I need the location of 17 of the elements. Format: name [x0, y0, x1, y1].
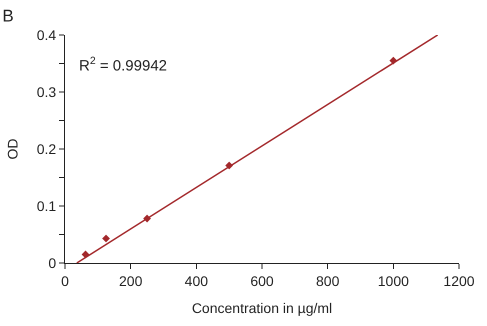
- x-axis-title: Concentration in µg/ml: [192, 300, 332, 316]
- x-tick-label: 400: [184, 272, 208, 289]
- y-tick-label: 0.1: [36, 198, 56, 214]
- x-tick-label: 200: [118, 272, 143, 289]
- x-tick-label: 800: [316, 272, 340, 289]
- y-tick-label: 0: [48, 254, 56, 271]
- x-tick-label: 0: [61, 272, 70, 289]
- x-tick-label: 1000: [378, 272, 410, 289]
- y-tick-label: 0.3: [36, 84, 56, 100]
- annotation: R$^{2}$ = 0.99942: [79, 55, 168, 74]
- x-tick-label: 1200: [443, 272, 475, 289]
- y-tick-label: 0.4: [36, 26, 56, 43]
- y-tick-label: 0.2: [36, 140, 56, 157]
- point: [102, 234, 110, 242]
- y-axis-title: OD: [4, 138, 20, 160]
- x-tick-label: 600: [250, 272, 274, 289]
- chart-title: B: [2, 6, 14, 26]
